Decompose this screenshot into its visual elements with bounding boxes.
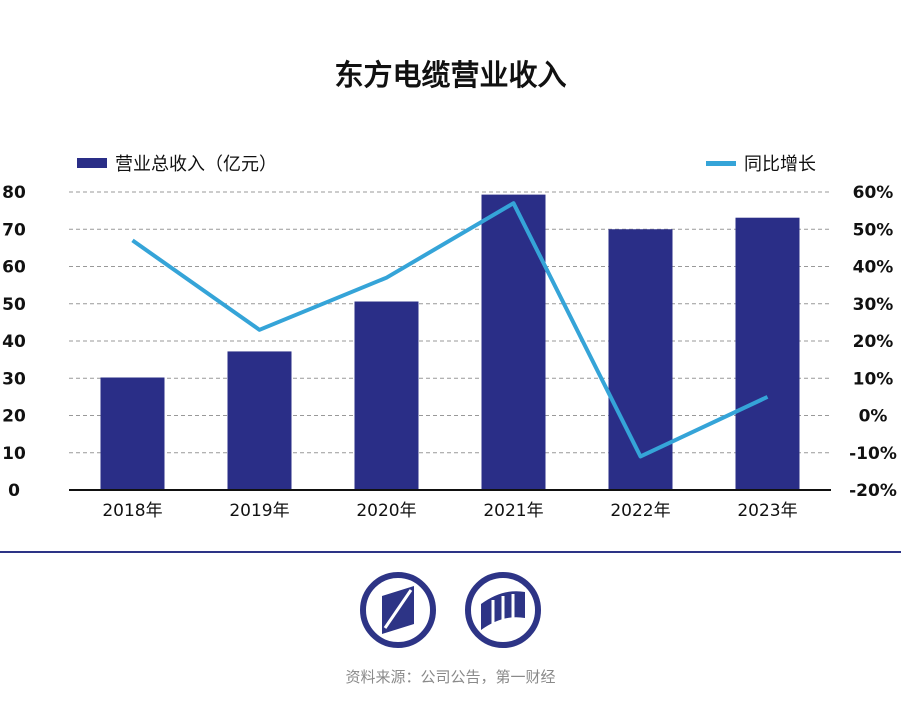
bar <box>227 351 292 490</box>
gridlines <box>69 191 831 454</box>
y-left-tick-label: 0 <box>8 481 20 501</box>
bar <box>354 301 419 490</box>
y-right-tick-label: 10% <box>853 369 894 389</box>
y-right-tick-label: 40% <box>853 258 894 278</box>
y-right-tick-label: 30% <box>853 295 894 315</box>
legend: 营业总收入（亿元） 同比增长 <box>77 154 816 175</box>
legend-label-bar: 营业总收入（亿元） <box>115 154 277 175</box>
axes: 0 10 20 30 40 50 60 70 80 -20% -10% 0% 10% 20% 30% 40% 5… <box>2 183 897 521</box>
bar <box>481 194 546 491</box>
finance-logo-icon <box>465 572 541 648</box>
bar <box>100 377 165 490</box>
combo-chart: 营业总收入（亿元） 同比增长 01020304050607080-20%-10%0… <box>2 154 897 521</box>
growth-line <box>131 201 769 459</box>
y-right-tick-label: 0% <box>859 407 888 427</box>
y-right-tick-label: 50% <box>853 220 894 240</box>
y-right-tick-label: -20% <box>849 481 897 501</box>
y-left-tick-label: 20 <box>2 407 26 427</box>
bar <box>608 229 673 490</box>
legend-swatch-line <box>706 161 736 166</box>
x-tick-label: 2021年 <box>483 501 543 521</box>
x-tick-label: 2023年 <box>737 501 797 521</box>
divider <box>0 551 901 553</box>
y-left-tick-label: 50 <box>2 295 26 315</box>
publisher-logo-icon <box>360 572 436 648</box>
y-left-tick-label: 60 <box>2 258 26 278</box>
bar <box>735 217 800 490</box>
y-right-tick-label: 60% <box>853 183 894 203</box>
y-right-tick-label: 20% <box>853 332 894 352</box>
line-series <box>131 201 769 459</box>
source-note: 资料来源：公司公告，第一财经 <box>345 668 556 686</box>
y-left-tick-label: 10 <box>2 444 26 464</box>
y-left-tick-label: 30 <box>2 369 26 389</box>
y-left-tick-label: 70 <box>2 220 26 240</box>
x-tick-label: 2022年 <box>610 501 670 521</box>
x-tick-label: 2020年 <box>356 501 416 521</box>
y-left-tick-label: 40 <box>2 332 26 352</box>
chart-title: 东方电缆营业收入 <box>334 58 567 92</box>
y-right-tick-label: -10% <box>849 444 897 464</box>
y-left-tick-label: 80 <box>2 183 26 203</box>
x-tick-label: 2018年 <box>102 501 162 521</box>
legend-swatch-bar <box>77 158 107 168</box>
legend-label-line: 同比增长 <box>744 154 816 175</box>
x-tick-label: 2019年 <box>229 501 289 521</box>
